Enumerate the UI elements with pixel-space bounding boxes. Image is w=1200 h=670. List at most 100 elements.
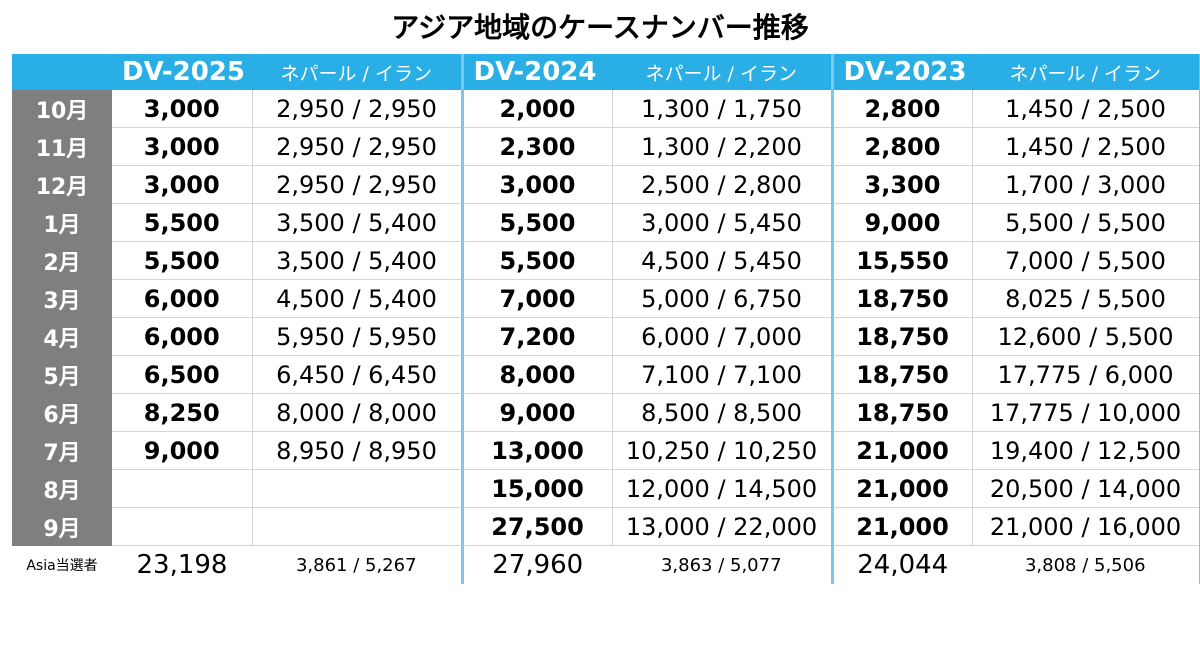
nepal-iran-case-2025: 2,950 / 2,950	[251, 90, 462, 128]
asia-case-2025: 8,250	[112, 393, 252, 432]
nepal-iran-case-2023: 19,400 / 12,500	[971, 431, 1200, 470]
asia-case-2025	[112, 507, 252, 546]
month-label: 11月	[12, 127, 112, 166]
table-row: 7月 9,000 8,950 / 8,950 13,000 10,250 / 10,25…	[12, 431, 1200, 470]
nepal-iran-case-2024: 1,300 / 1,750	[611, 90, 832, 128]
nepal-iran-case-2024: 6,000 / 7,000	[611, 317, 832, 356]
nepal-iran-case-2023: 1,450 / 2,500	[971, 127, 1200, 166]
asia-case-2023: 21,000	[830, 507, 972, 546]
asia-case-2024: 13,000	[460, 431, 612, 470]
asia-case-2024: 7,000	[460, 279, 612, 318]
asia-case-2023: 15,550	[830, 241, 972, 280]
nepal-iran-case-2025	[251, 469, 462, 508]
table-row: 10月 3,000 2,950 / 2,950 2,000 1,300 / 1,750 2…	[12, 90, 1200, 128]
nepal-iran-case-2023: 12,600 / 5,500	[971, 317, 1200, 356]
month-label: 12月	[12, 165, 112, 204]
header-nepal-iran-2025: ネパール / イラン	[252, 54, 462, 90]
asia-case-2024: 2,000	[460, 90, 612, 128]
header-nepal-iran-2023: ネパール / イラン	[972, 54, 1200, 90]
asia-winners-2023: 24,044	[830, 545, 972, 584]
asia-case-2023: 18,750	[830, 317, 972, 356]
nepal-iran-case-2024: 1,300 / 2,200	[611, 127, 832, 166]
nepal-iran-case-2023: 7,000 / 5,500	[971, 241, 1200, 280]
asia-case-2025: 6,500	[112, 355, 252, 394]
asia-case-2023: 18,750	[830, 279, 972, 318]
nepal-iran-case-2024: 4,500 / 5,450	[611, 241, 832, 280]
table-row: 12月 3,000 2,950 / 2,950 3,000 2,500 / 2,800 3…	[12, 165, 1200, 204]
month-label: 4月	[12, 317, 112, 356]
asia-case-2024: 8,000	[460, 355, 612, 394]
asia-case-2025: 3,000	[112, 90, 252, 128]
nepal-iran-case-2025: 6,450 / 6,450	[251, 355, 462, 394]
asia-case-2025	[112, 469, 252, 508]
header-dv-2025: DV-2025	[112, 54, 252, 90]
nepal-iran-winners-2025: 3,861 / 5,267	[295, 554, 417, 576]
table-row: 8月 15,000 12,000 / 14,500 21,000 20,500 / 14…	[12, 469, 1200, 508]
nepal-iran-case-2024: 3,000 / 5,450	[611, 203, 832, 242]
asia-winners-2024: 27,960	[460, 545, 612, 584]
asia-case-2025: 6,000	[112, 279, 252, 318]
nepal-iran-case-2025: 2,950 / 2,950	[251, 127, 462, 166]
asia-case-2023: 18,750	[830, 355, 972, 394]
case-number-table: DV-2025 ネパール / イラン DV-2024 ネパール / イラン DV…	[12, 54, 1200, 584]
nepal-iran-case-2025: 2,950 / 2,950	[251, 165, 462, 204]
nepal-iran-case-2023: 20,500 / 14,000	[971, 469, 1200, 508]
table-row: 11月 3,000 2,950 / 2,950 2,300 1,300 / 2,200 2…	[12, 127, 1200, 166]
header-dv-2024: DV-2024	[460, 54, 612, 90]
header-corner	[12, 54, 112, 90]
asia-case-2024: 27,500	[460, 507, 612, 546]
nepal-iran-case-2024: 5,000 / 6,750	[611, 279, 832, 318]
asia-case-2024: 7,200	[460, 317, 612, 356]
nepal-iran-case-2024: 10,250 / 10,250	[611, 431, 832, 470]
nepal-iran-case-2023: 5,500 / 5,500	[971, 203, 1200, 242]
asia-case-2024: 5,500	[460, 203, 612, 242]
asia-case-2023: 18,750	[830, 393, 972, 432]
nepal-iran-case-2023: 21,000 / 16,000	[971, 507, 1200, 546]
nepal-iran-winners-2024: 3,863 / 5,077	[660, 554, 782, 576]
asia-case-2024: 2,300	[460, 127, 612, 166]
asia-winners-2025: 23,198	[136, 550, 228, 580]
asia-case-2023: 9,000	[830, 203, 972, 242]
month-label: 9月	[12, 507, 112, 546]
asia-case-2024: 5,500	[460, 241, 612, 280]
nepal-iran-case-2025	[251, 507, 462, 546]
table-row: 4月 6,000 5,950 / 5,950 7,200 6,000 / 7,000 18…	[12, 317, 1200, 356]
asia-case-2023: 3,300	[830, 165, 972, 204]
table-row: 1月 5,500 3,500 / 5,400 5,500 3,000 / 5,450 9,…	[12, 203, 1200, 242]
nepal-iran-case-2024: 13,000 / 22,000	[611, 507, 832, 546]
table-row: 2月 5,500 3,500 / 5,400 5,500 4,500 / 5,450 15…	[12, 241, 1200, 280]
month-label: 6月	[12, 393, 112, 432]
month-label: 7月	[12, 431, 112, 470]
header-row: DV-2025 ネパール / イラン DV-2024 ネパール / イラン DV…	[12, 54, 1200, 90]
month-label: 3月	[12, 279, 112, 318]
nepal-iran-case-2024: 2,500 / 2,800	[611, 165, 832, 204]
nepal-iran-case-2024: 7,100 / 7,100	[611, 355, 832, 394]
asia-case-2023: 21,000	[830, 469, 972, 508]
month-label: 1月	[12, 203, 112, 242]
page-title: アジア地域のケースナンバー推移	[391, 11, 809, 44]
nepal-iran-case-2025: 4,500 / 5,400	[251, 279, 462, 318]
asia-case-2023: 2,800	[830, 127, 972, 166]
nepal-iran-case-2025: 8,950 / 8,950	[251, 431, 462, 470]
nepal-iran-case-2025: 5,950 / 5,950	[251, 317, 462, 356]
asia-case-2024: 9,000	[460, 393, 612, 432]
asia-case-2025: 3,000	[112, 127, 252, 166]
footer-row: Asia当選者 23,198 3,861 / 5,267 27,960 3,86…	[12, 545, 1200, 584]
month-label: 8月	[12, 469, 112, 508]
asia-case-2025: 6,000	[112, 317, 252, 356]
month-label: 10月	[12, 90, 112, 128]
month-label: 2月	[12, 241, 112, 280]
asia-case-2025: 5,500	[112, 203, 252, 242]
header-nepal-iran-2024: ネパール / イラン	[612, 54, 832, 90]
nepal-iran-case-2023: 1,700 / 3,000	[971, 165, 1200, 204]
asia-winners-label: Asia当選者	[26, 558, 98, 574]
nepal-iran-winners-2023: 3,808 / 5,506	[972, 545, 1200, 584]
asia-case-2024: 15,000	[460, 469, 612, 508]
month-label: 5月	[12, 355, 112, 394]
table-row: 5月 6,500 6,450 / 6,450 8,000 7,100 / 7,100 18…	[12, 355, 1200, 394]
nepal-iran-case-2024: 12,000 / 14,500	[611, 469, 832, 508]
nepal-iran-case-2025: 8,000 / 8,000	[251, 393, 462, 432]
header-dv-2023: DV-2023	[830, 54, 972, 90]
asia-case-2025: 3,000	[112, 165, 252, 204]
table-row: 3月 6,000 4,500 / 5,400 7,000 5,000 / 6,750 18…	[12, 279, 1200, 318]
